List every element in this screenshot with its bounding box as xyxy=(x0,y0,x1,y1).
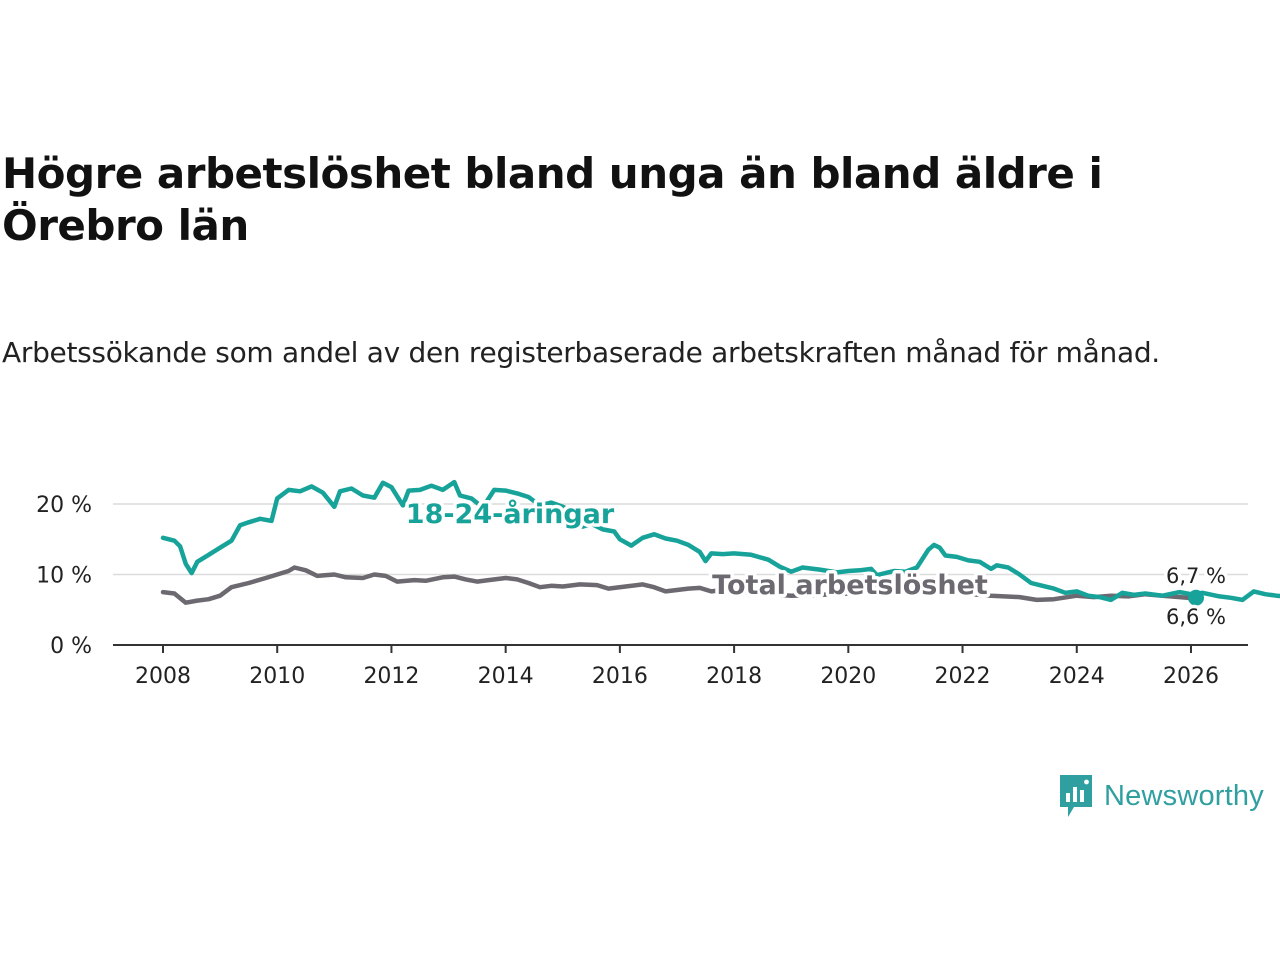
newsworthy-logo-icon xyxy=(1060,775,1092,817)
chart-title: Högre arbetslöshet bland unga än bland ä… xyxy=(2,149,1103,250)
x-tick-label: 2016 xyxy=(592,664,648,689)
x-tick-label: 2020 xyxy=(820,664,876,689)
series-label-young: 18-24-åringar xyxy=(406,498,615,530)
x-tick-label: 2022 xyxy=(935,664,991,689)
line-chart: 0 % 10 % 20 % 2008 2010 2012 2014 2016 2018 2020 2… xyxy=(36,479,1280,689)
series-line-18-24-ringar xyxy=(160,479,1280,603)
newsworthy-logo: Newsworthy xyxy=(1058,772,1264,820)
newsworthy-logo-text: Newsworthy xyxy=(1104,779,1264,812)
x-tick-label: 2018 xyxy=(706,664,762,689)
series-label-young-halo: 18-24-åringar xyxy=(406,498,615,530)
x-tick-label: 2026 xyxy=(1163,664,1219,689)
x-tick-label: 2012 xyxy=(363,664,419,689)
end-value-young-halo: 6,7 % xyxy=(1166,564,1226,588)
x-tick-label: 2010 xyxy=(249,664,305,689)
end-point-dot xyxy=(1188,589,1204,606)
axes: 0 % 10 % 20 % 2008 2010 2012 2014 2016 2018 2020 2… xyxy=(36,493,1248,689)
end-value-total-halo: 6,6 % xyxy=(1166,605,1226,629)
y-tick-label: 0 % xyxy=(50,634,92,659)
end-value-total: 6,6 % xyxy=(1166,605,1226,629)
y-tick-label: 20 % xyxy=(36,493,92,518)
x-tick-label: 2024 xyxy=(1049,664,1105,689)
y-tick-label: 10 % xyxy=(36,564,92,589)
x-tick-label: 2014 xyxy=(478,664,534,689)
series-label-total: Total arbetslöshet xyxy=(712,570,988,601)
end-value-young: 6,7 % xyxy=(1166,564,1226,588)
chart-subtitle: Arbetssökande som andel av den registerb… xyxy=(2,336,1160,369)
series-label-total-halo: Total arbetslöshet xyxy=(712,570,988,601)
series-line-total-arbetsl-shet xyxy=(160,565,1199,605)
grid-lines xyxy=(113,503,1248,576)
x-tick-label: 2008 xyxy=(135,664,191,689)
series-lines xyxy=(160,479,1280,605)
